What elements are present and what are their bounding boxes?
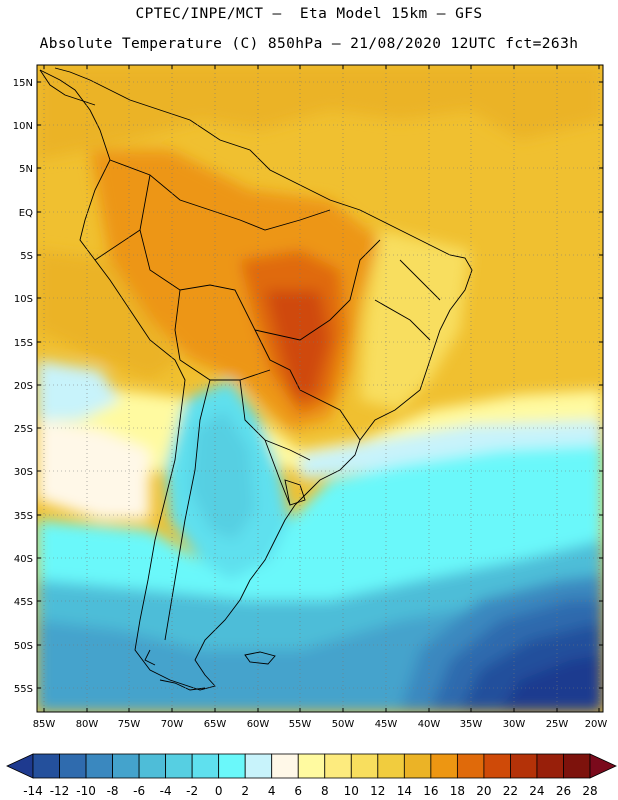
lon-label: 75W	[118, 719, 141, 730]
colorbar-tick-label: 6	[294, 784, 302, 798]
lon-label: 85W	[33, 719, 56, 730]
colorbar-tick-label: 28	[582, 784, 597, 798]
lon-label: 80W	[76, 719, 99, 730]
lat-label: 5S	[20, 251, 33, 262]
colorbar-cell	[456, 753, 485, 779]
colorbar-tick-label: 0	[215, 784, 223, 798]
colorbar-underflow	[6, 753, 34, 779]
colorbar-tick-label: 12	[370, 784, 385, 798]
lon-label: 25W	[546, 719, 569, 730]
colorbar-cell	[297, 753, 326, 779]
colorbar-tick-label: -12	[50, 784, 70, 798]
lat-label: 15S	[14, 338, 33, 349]
lon-label: 45W	[375, 719, 398, 730]
coastline	[39, 67, 473, 691]
lon-label: 35W	[460, 719, 483, 730]
lat-label: 10S	[14, 294, 33, 305]
chart-title-line2: Absolute Temperature (C) 850hPa – 21/08/…	[39, 36, 579, 52]
colorbar-cell	[350, 753, 379, 779]
colorbar-tick-label: -6	[133, 784, 145, 798]
lat-label: 5N	[19, 164, 33, 175]
colorbar-tick-label: 2	[241, 784, 249, 798]
temperature-field	[37, 65, 603, 712]
lat-label: EQ	[19, 208, 33, 219]
colorbar-cell	[112, 753, 140, 779]
colorbar-tick-label: 4	[268, 784, 276, 798]
colorbar-cell	[165, 753, 193, 779]
latitude-labels: 15N 10N 5N EQ 5S 10S 15S 20S 25S 30S 35S…	[13, 78, 33, 695]
lat-label: 50S	[14, 641, 33, 652]
colorbar: -14 -12 -10 -8 -6 -4 -2 0 2 4 6 8 10 12 14 16 18 20 22 24 26…	[6, 753, 617, 798]
colorbar-cell	[59, 753, 87, 779]
colorbar-tick-label: -10	[76, 784, 96, 798]
lon-label: 70W	[161, 719, 184, 730]
longitude-labels: 85W 80W 75W 70W 65W 60W 55W 50W 45W 40W …	[33, 719, 608, 730]
colorbar-tick-label: 16	[423, 784, 438, 798]
colorbar-tick-label: -14	[23, 784, 43, 798]
colorbar-tick-label: 10	[344, 784, 359, 798]
lat-label: 55S	[14, 684, 33, 695]
colorbar-cell	[244, 753, 273, 779]
colorbar-cell	[218, 753, 246, 779]
colorbar-tick-label: -2	[186, 784, 198, 798]
lon-label: 30W	[503, 719, 526, 730]
colorbar-tick-label: 14	[397, 784, 412, 798]
lat-label: 25S	[14, 424, 33, 435]
colorbar-cell	[483, 753, 511, 779]
colorbar-tick-label: 8	[321, 784, 329, 798]
colorbar-cell	[271, 753, 299, 779]
colorbar-cell	[324, 753, 352, 779]
temperature-map: 15N 10N 5N EQ 5S 10S 15S 20S 25S 30S 35S…	[13, 64, 608, 730]
lat-label: 30S	[14, 467, 33, 478]
map-frame	[36, 64, 604, 713]
colorbar-tick-label: 20	[476, 784, 491, 798]
lon-label: 20W	[585, 719, 608, 730]
colorbar-cell	[85, 753, 113, 779]
colorbar-tick-label: -4	[160, 784, 172, 798]
lon-label: 40W	[418, 719, 441, 730]
colorbar-tick-label: 24	[529, 784, 544, 798]
colorbar-cell	[563, 753, 591, 779]
lat-label: 35S	[14, 511, 33, 522]
colorbar-tick-label: 18	[450, 784, 465, 798]
colorbar-overflow	[589, 753, 617, 779]
colorbar-cell	[191, 753, 220, 779]
colorbar-tick-label: -8	[107, 784, 119, 798]
lon-label: 55W	[289, 719, 312, 730]
colorbar-tick-label: 22	[503, 784, 518, 798]
lon-label: 65W	[204, 719, 227, 730]
colorbar-cell	[377, 753, 405, 779]
colorbar-cell	[32, 753, 60, 779]
lat-label: 40S	[14, 554, 33, 565]
colorbar-cell	[430, 753, 458, 779]
colorbar-tick-label: 26	[556, 784, 571, 798]
colorbar-cell	[403, 753, 432, 779]
lat-label: 45S	[14, 597, 33, 608]
colorbar-cell	[138, 753, 167, 779]
colorbar-cell	[510, 753, 538, 779]
lat-label: 10N	[13, 121, 33, 132]
chart-title-line1: CPTEC/INPE/MCT – Eta Model 15km – GFS	[135, 6, 483, 22]
lon-label: 60W	[247, 719, 270, 730]
lat-label: 20S	[14, 381, 33, 392]
lat-label: 15N	[13, 78, 33, 89]
lon-label: 50W	[332, 719, 355, 730]
colorbar-cell	[536, 753, 564, 779]
